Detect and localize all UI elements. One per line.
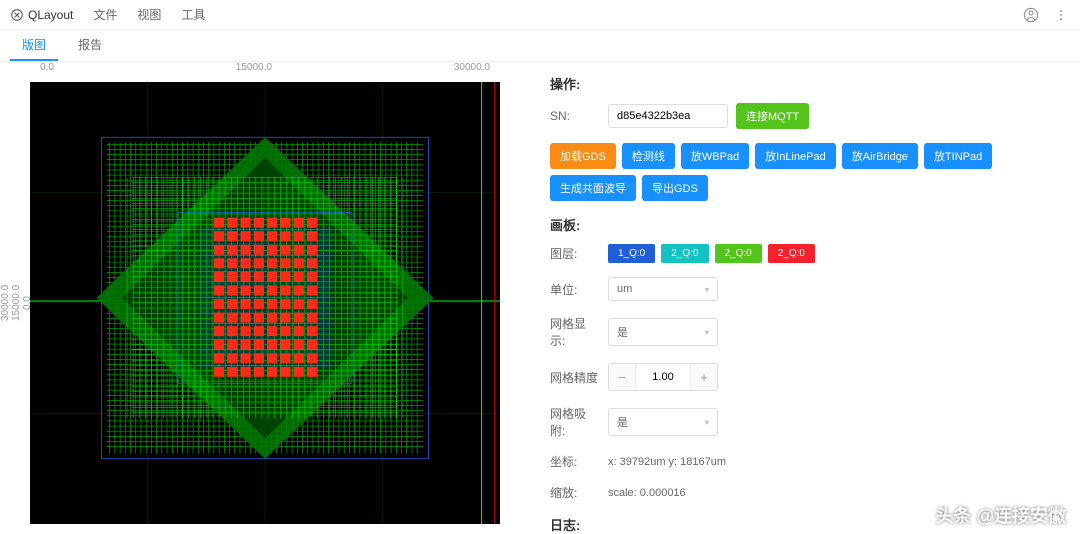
ruler-x-tick: 30000.0: [444, 62, 500, 80]
chevron-down-icon: ▾: [705, 328, 709, 337]
ops-button[interactable]: 放WBPad: [681, 143, 749, 169]
layer-label: 图层:: [550, 245, 600, 262]
chevron-down-icon: ▾: [705, 285, 709, 294]
ops-button[interactable]: 放TINPad: [924, 143, 992, 169]
stepper-minus[interactable]: −: [609, 364, 635, 390]
main: 0.0 15000.0 30000.0 30000.0 15000.0 0.0: [0, 62, 1080, 534]
sn-input[interactable]: [608, 104, 728, 128]
chevron-down-icon: ▾: [705, 418, 709, 427]
watermark: 头条 @连接安徽: [935, 502, 1066, 528]
unit-row: 单位: um ▾: [550, 277, 1060, 301]
sn-row: SN: 连接MQTT: [550, 103, 1060, 129]
zoom-value: scale: 0.000016: [608, 487, 686, 499]
ops-button[interactable]: 放InLinePad: [755, 143, 836, 169]
coord-row: 坐标: x: 39792um y: 18167um: [550, 453, 1060, 470]
menu-tools[interactable]: 工具: [181, 6, 205, 23]
grid-show-row: 网格显示: 是 ▾: [550, 315, 1060, 349]
coord-label: 坐标:: [550, 453, 600, 470]
mqtt-button-label: 连接MQTT: [746, 111, 799, 123]
ruler-y-tick: 15000.0: [11, 285, 22, 321]
zoom-label: 缩放:: [550, 484, 600, 501]
user-icon[interactable]: [1022, 6, 1040, 24]
grid-show-value: 是: [617, 324, 628, 340]
layout-canvas[interactable]: [30, 82, 500, 524]
ops-button[interactable]: 生成共面波导: [550, 175, 636, 201]
sn-label: SN:: [550, 109, 600, 123]
ops-button[interactable]: 检测线: [622, 143, 675, 169]
grid-snap-row: 网格吸附: 是 ▾: [550, 405, 1060, 439]
ops-button[interactable]: 加载GDS: [550, 143, 616, 169]
zoom-row: 缩放: scale: 0.000016: [550, 484, 1060, 501]
unit-label: 单位:: [550, 281, 600, 298]
tab-canvas[interactable]: 版图: [10, 30, 58, 61]
ruler-y-tick: 30000.0: [0, 285, 11, 321]
stepper-plus[interactable]: +: [691, 364, 717, 390]
topbar-right: [1022, 6, 1070, 24]
canvas-wrap[interactable]: [30, 82, 500, 524]
app-name: QLayout: [28, 8, 73, 22]
topbar: QLayout 文件 视图 工具: [0, 0, 1080, 30]
coord-value: x: 39792um y: 18167um: [608, 456, 726, 468]
grid-show-label: 网格显示:: [550, 315, 600, 349]
layer-row: 图层: 1_Q:0 2_Q:0 2_Q:0 2_Q:0: [550, 244, 1060, 263]
logo-icon: [10, 8, 24, 22]
ops-button[interactable]: 导出GDS: [642, 175, 708, 201]
ops-button[interactable]: 放AirBridge: [842, 143, 918, 169]
layer-chip[interactable]: 2_Q:0: [715, 244, 762, 263]
more-icon[interactable]: [1052, 6, 1070, 24]
layer-chips: 1_Q:0 2_Q:0 2_Q:0 2_Q:0: [608, 244, 815, 263]
ruler-y: 30000.0 15000.0 0.0: [0, 82, 24, 524]
section-board-title: 画板:: [550, 215, 1060, 234]
grid-prec-input[interactable]: [635, 364, 691, 390]
grid-prec-label: 网格精度: [550, 369, 600, 386]
grid-show-select[interactable]: 是 ▾: [608, 318, 718, 346]
menu-bar: 文件 视图 工具: [93, 6, 205, 23]
ops-buttons: 加载GDS检测线放WBPad放InLinePad放AirBridge放TINPa…: [550, 143, 1060, 201]
mqtt-button[interactable]: 连接MQTT: [736, 103, 809, 129]
ruler-x-tick: 15000.0: [226, 62, 282, 80]
grid-prec-row: 网格精度 − +: [550, 363, 1060, 391]
ruler-x: 0.0 15000.0 30000.0: [30, 62, 500, 80]
app-logo: QLayout: [10, 8, 73, 22]
grid-snap-value: 是: [617, 414, 628, 430]
ruler-x-tick: 0.0: [30, 62, 64, 80]
grid-prec-stepper[interactable]: − +: [608, 363, 718, 391]
layer-chip[interactable]: 2_Q:0: [661, 244, 708, 263]
side-panel: 操作: SN: 连接MQTT 加载GDS检测线放WBPad放InLinePad放…: [520, 62, 1080, 534]
layer-chip[interactable]: 1_Q:0: [608, 244, 655, 263]
section-ops-title: 操作:: [550, 74, 1060, 93]
menu-view[interactable]: 视图: [137, 6, 161, 23]
layer-chip[interactable]: 2_Q:0: [768, 244, 815, 263]
unit-select[interactable]: um ▾: [608, 277, 718, 301]
canvas-panel: 0.0 15000.0 30000.0 30000.0 15000.0 0.0: [0, 62, 520, 534]
tab-report[interactable]: 报告: [66, 30, 114, 61]
menu-file[interactable]: 文件: [93, 6, 117, 23]
tab-bar: 版图 报告: [0, 30, 1080, 62]
grid-snap-select[interactable]: 是 ▾: [608, 408, 718, 436]
grid-snap-label: 网格吸附:: [550, 405, 600, 439]
unit-value: um: [617, 283, 632, 295]
